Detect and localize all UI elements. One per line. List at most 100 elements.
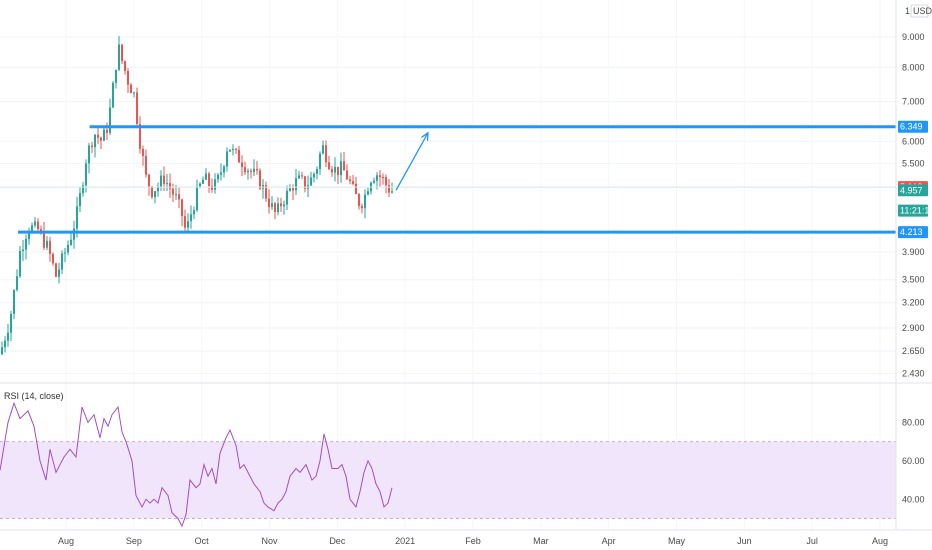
candle-body bbox=[154, 191, 156, 198]
time-axis[interactable]: Aug Sep Oct Nov Dec 2021 Feb Mar Apr May Jun Jul Aug bbox=[0, 529, 932, 546]
candle-body bbox=[67, 244, 69, 253]
candle-body bbox=[109, 107, 111, 133]
candle-body bbox=[244, 167, 246, 173]
candle-body bbox=[298, 175, 300, 179]
candle-body bbox=[175, 194, 177, 196]
candle-body bbox=[322, 145, 324, 154]
candle-body bbox=[376, 175, 378, 181]
candle-body bbox=[142, 148, 144, 156]
rsi-title: RSI (14, close) bbox=[4, 391, 64, 401]
rsi-tick-label: 80.00 bbox=[902, 417, 925, 427]
price-tag bbox=[898, 226, 928, 239]
candle-body bbox=[346, 170, 348, 180]
candle-body bbox=[187, 221, 189, 228]
candle-body bbox=[253, 168, 255, 173]
scale-mode[interactable]: 1 bbox=[905, 6, 910, 16]
candle-body bbox=[205, 173, 207, 180]
candle-body bbox=[22, 249, 24, 251]
rsi-tick-label: 60.00 bbox=[902, 456, 925, 466]
candle-body bbox=[385, 177, 387, 186]
candle-body bbox=[349, 179, 351, 182]
candle-body bbox=[34, 221, 36, 226]
candle-body bbox=[37, 221, 39, 230]
time-tick-label: May bbox=[668, 536, 686, 546]
candle-body bbox=[280, 203, 282, 207]
candle-body bbox=[64, 252, 66, 254]
price-axis[interactable]: 1 USD 9.000 8.000 7.000 6.000 5.500 3.900 3.50… bbox=[895, 0, 932, 530]
candle-body bbox=[235, 148, 237, 150]
candle-body bbox=[73, 228, 75, 240]
candle-body bbox=[100, 137, 102, 141]
price-tag-label: 4.957 bbox=[900, 185, 923, 195]
candle-body bbox=[16, 276, 18, 290]
candle-body bbox=[1, 347, 3, 355]
candle-body bbox=[76, 206, 78, 229]
candle-body bbox=[139, 123, 141, 149]
candle-body bbox=[106, 129, 108, 133]
candlestick-series bbox=[1, 36, 393, 356]
candle-body bbox=[310, 177, 312, 186]
candle-body bbox=[43, 231, 45, 248]
candle-body bbox=[319, 153, 321, 169]
currency-box[interactable] bbox=[910, 4, 929, 18]
candle-body bbox=[10, 313, 12, 333]
price-tag bbox=[898, 184, 928, 197]
candle-body bbox=[250, 170, 252, 173]
candle-body bbox=[256, 168, 258, 171]
candle-body bbox=[373, 180, 375, 183]
candle-body bbox=[313, 173, 315, 178]
candle-body bbox=[334, 166, 336, 173]
price-tick-label: 9.000 bbox=[902, 32, 925, 42]
candle-body bbox=[70, 239, 72, 245]
price-ticks: 9.000 8.000 7.000 6.000 5.500 3.900 3.500 3.200… bbox=[902, 32, 925, 378]
candle-body bbox=[340, 161, 342, 176]
candle-body bbox=[112, 82, 114, 108]
candle-body bbox=[121, 44, 123, 62]
candle-body bbox=[259, 170, 261, 189]
candle-body bbox=[7, 332, 9, 341]
candle-body bbox=[271, 203, 273, 208]
time-tick-label: Oct bbox=[195, 536, 210, 546]
time-tick-label: Dec bbox=[329, 536, 346, 546]
candle-body bbox=[220, 172, 222, 175]
candle-body bbox=[283, 204, 285, 207]
candle-body bbox=[268, 198, 270, 208]
candle-body bbox=[355, 183, 357, 195]
candle-body bbox=[49, 240, 51, 254]
candle-body bbox=[343, 161, 345, 171]
arrow-shaft[interactable] bbox=[395, 132, 429, 191]
candle-body bbox=[61, 253, 63, 270]
candle-body bbox=[211, 185, 213, 190]
rsi-tick-label: 40.00 bbox=[902, 494, 925, 504]
candle-body bbox=[388, 185, 390, 193]
candle-body bbox=[46, 240, 48, 248]
candle-body bbox=[118, 44, 120, 70]
candle-body bbox=[391, 191, 393, 193]
candle-body bbox=[79, 193, 81, 207]
candle-body bbox=[295, 178, 297, 191]
candle-body bbox=[247, 170, 249, 173]
candle-body bbox=[226, 151, 228, 167]
candle-body bbox=[103, 129, 105, 141]
rsi-ticks: 80.00 60.00 40.00 bbox=[902, 417, 925, 504]
candle-body bbox=[85, 163, 87, 186]
candle-body bbox=[82, 185, 84, 194]
price-tag bbox=[898, 120, 928, 133]
candle-body bbox=[145, 155, 147, 175]
candle-body bbox=[301, 175, 303, 177]
candle-body bbox=[217, 174, 219, 180]
candle-body bbox=[181, 199, 183, 217]
candle-body bbox=[178, 194, 180, 200]
candle-body bbox=[13, 289, 15, 314]
candle-body bbox=[25, 239, 27, 250]
time-tick-label: Jun bbox=[737, 536, 752, 546]
time-tick-label: Mar bbox=[533, 536, 549, 546]
time-tick-label: 2021 bbox=[395, 536, 415, 546]
candle-body bbox=[208, 173, 210, 186]
candle-body bbox=[196, 186, 198, 211]
candle-body bbox=[160, 175, 162, 187]
price-tick-label: 6.000 bbox=[902, 136, 925, 146]
candle-body bbox=[40, 229, 42, 232]
candle-body bbox=[127, 70, 129, 85]
